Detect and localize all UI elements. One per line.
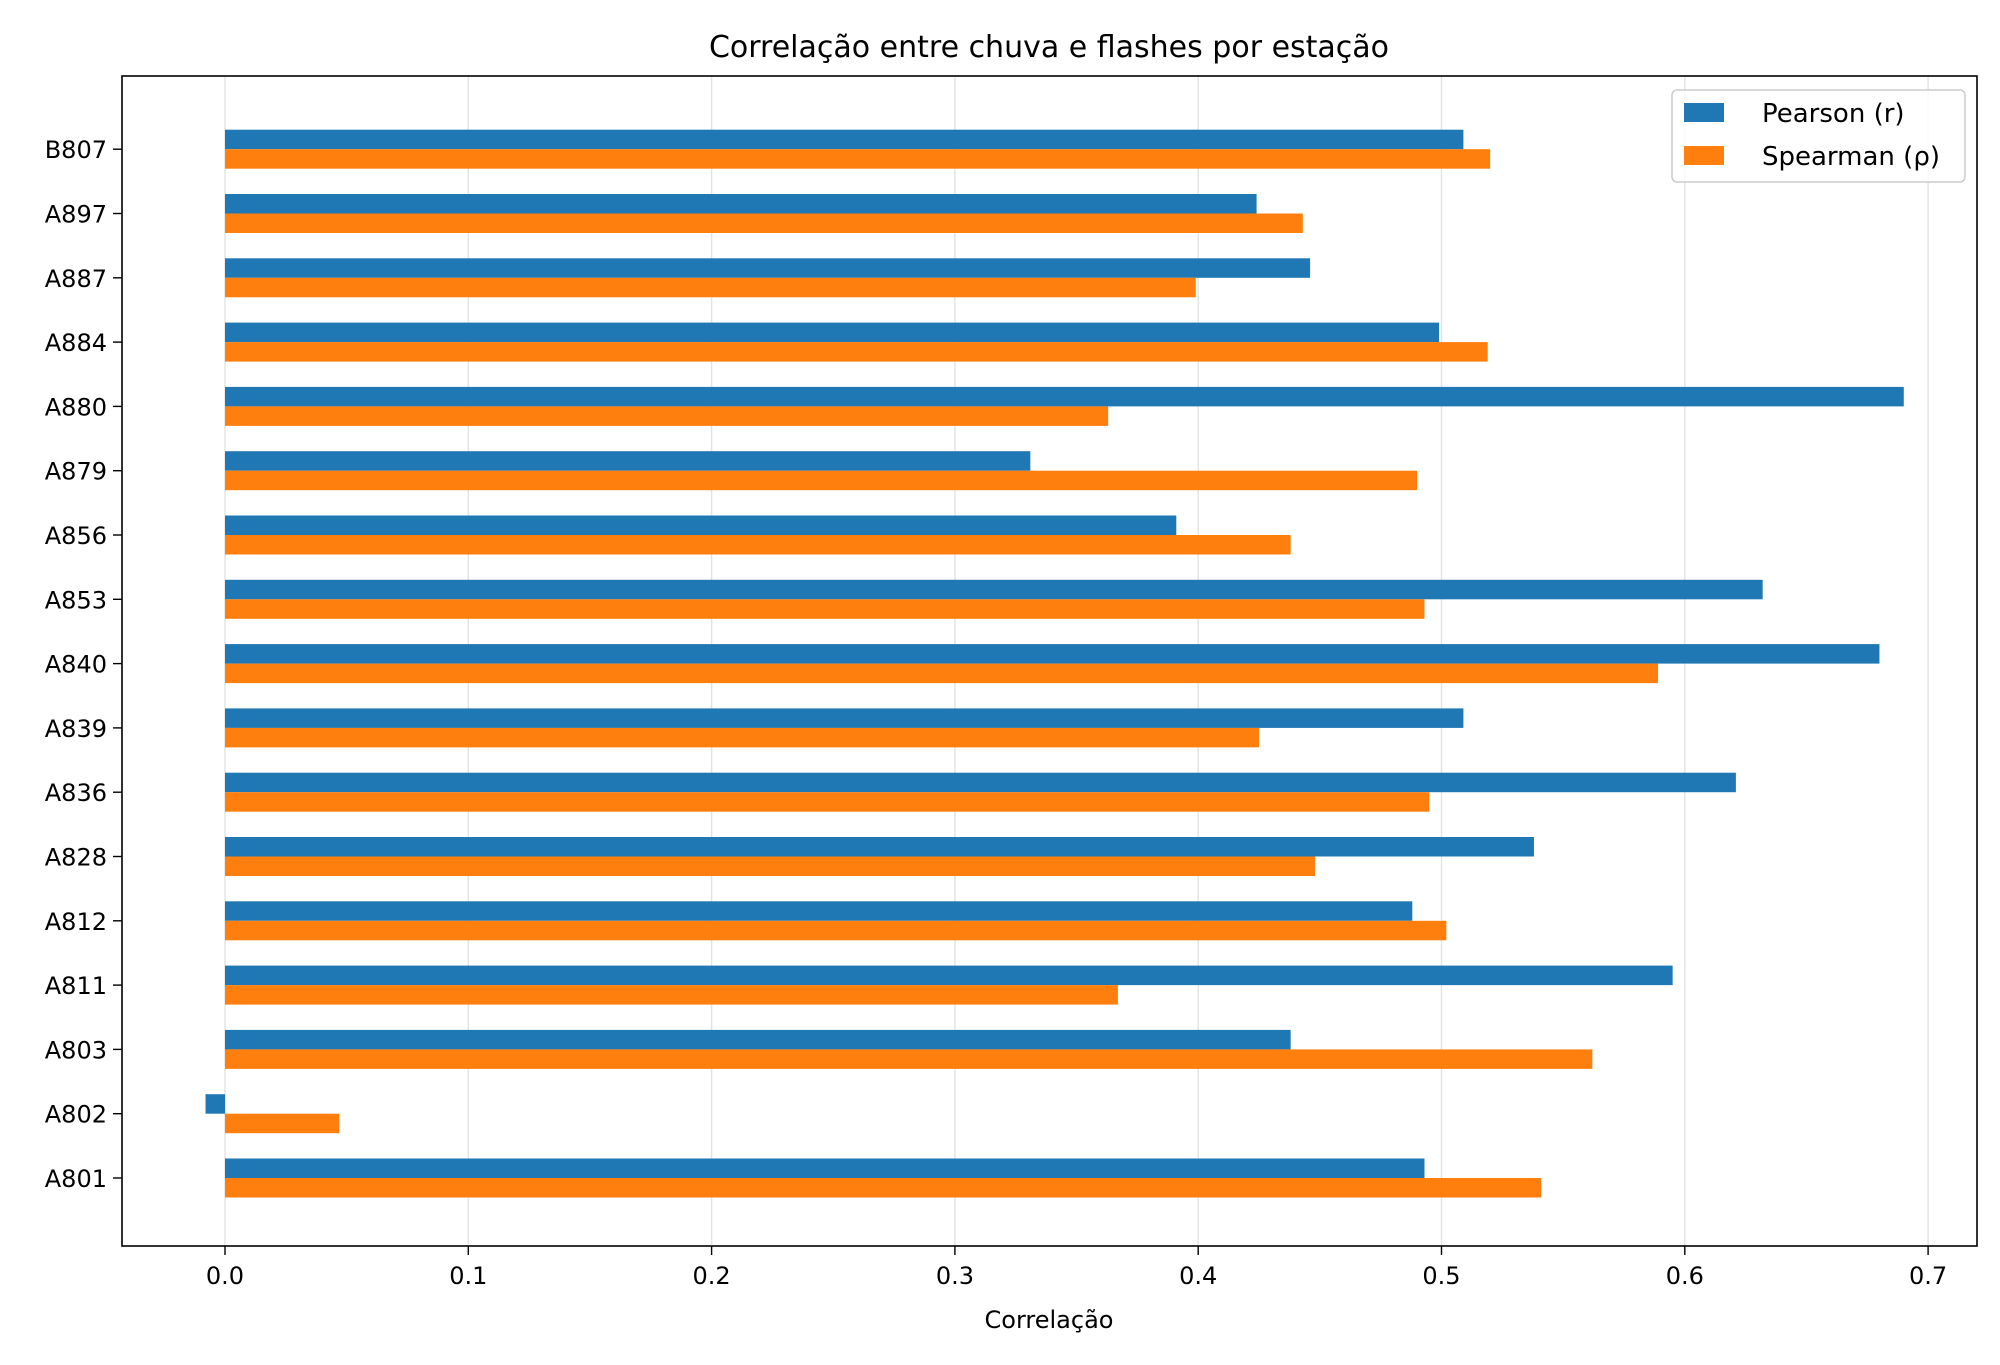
bar-spearman-b807 — [225, 149, 1491, 169]
x-axis: 0.0 0.1 0.2 0.3 0.4 0.5 0.6 0.7 — [206, 1246, 1947, 1290]
x-tick-label: 0.6 — [1666, 1262, 1704, 1290]
bars — [205, 129, 1904, 1198]
bar-spearman-a812 — [225, 920, 1447, 941]
y-tick-label: A836 — [45, 779, 107, 807]
bar-pearson-a828 — [225, 837, 1534, 857]
bar-spearman-a887 — [225, 277, 1196, 298]
bar-pearson-a887 — [225, 258, 1311, 278]
y-tick-label: A856 — [45, 522, 107, 550]
bar-spearman-a840 — [225, 663, 1659, 684]
legend-label-spearman: Spearman (ρ) — [1762, 142, 1940, 172]
bar-spearman-a828 — [225, 856, 1315, 876]
bar-pearson-a840 — [225, 644, 1880, 664]
x-axis-label: Correlação — [985, 1306, 1114, 1334]
x-tick-label: 0.0 — [206, 1262, 244, 1290]
y-tick-label: A802 — [45, 1101, 107, 1129]
bar-pearson-b807 — [225, 129, 1464, 150]
legend-label-pearson: Pearson (r) — [1762, 99, 1905, 129]
bar-pearson-a803 — [225, 1029, 1291, 1050]
legend-swatch-spearman — [1684, 146, 1724, 165]
legend-box — [1671, 89, 1966, 183]
y-axis: A801 A802 A803 A811 A812 A828 A836 A839 A840 A853… — [45, 136, 122, 1193]
y-tick-label: A840 — [45, 651, 107, 679]
y-tick-label: A879 — [45, 458, 107, 486]
bar-spearman-a836 — [225, 792, 1430, 812]
legend-swatch-pearson — [1684, 103, 1724, 122]
bar-spearman-a884 — [225, 342, 1488, 362]
y-tick-label: A801 — [45, 1165, 107, 1193]
y-tick-label: A839 — [45, 715, 107, 743]
bar-pearson-a801 — [225, 1158, 1425, 1178]
bar-spearman-a802 — [225, 1113, 340, 1134]
y-tick-label: A880 — [45, 393, 107, 421]
legend: Pearson (r) Spearman (ρ) — [1671, 89, 1966, 183]
y-tick-label: B807 — [45, 136, 107, 164]
bar-spearman-a897 — [225, 213, 1303, 233]
bar-spearman-a856 — [225, 535, 1291, 555]
bar-pearson-a853 — [225, 579, 1763, 600]
y-tick-label: A828 — [45, 844, 107, 872]
x-tick-label: 0.4 — [1179, 1262, 1217, 1290]
x-tick-label: 0.1 — [449, 1262, 487, 1290]
bar-spearman-a853 — [225, 599, 1425, 619]
plot-frame — [121, 75, 1978, 1247]
bar-pearson-a802 — [205, 1094, 225, 1114]
bar-pearson-a897 — [225, 194, 1257, 214]
x-tick-label: 0.5 — [1422, 1262, 1460, 1290]
y-tick-label: A884 — [45, 329, 107, 357]
y-tick-label: A812 — [45, 908, 107, 936]
bar-pearson-a884 — [225, 322, 1440, 343]
y-tick-label: A887 — [45, 265, 107, 293]
y-tick-label: A803 — [45, 1036, 107, 1064]
bar-pearson-a879 — [225, 451, 1031, 471]
y-tick-label: A853 — [45, 586, 107, 614]
bar-spearman-a801 — [225, 1178, 1542, 1198]
x-tick-label: 0.3 — [936, 1262, 974, 1290]
bar-spearman-a880 — [225, 406, 1109, 426]
bar-spearman-a803 — [225, 1049, 1593, 1069]
x-tick-label: 0.7 — [1909, 1262, 1947, 1290]
y-tick-label: A811 — [45, 972, 107, 1000]
bar-spearman-a879 — [225, 470, 1418, 491]
y-tick-label: A897 — [45, 201, 107, 229]
bar-pearson-a856 — [225, 515, 1177, 535]
x-tick-label: 0.2 — [693, 1262, 731, 1290]
bar-spearman-a811 — [225, 985, 1118, 1005]
bar-spearman-a839 — [225, 727, 1260, 748]
bar-pearson-a811 — [225, 965, 1673, 986]
chart-title: Correlação entre chuva e flashes por est… — [709, 30, 1389, 65]
bar-pearson-a812 — [225, 901, 1413, 921]
bar-pearson-a839 — [225, 708, 1464, 728]
bar-pearson-a836 — [225, 772, 1736, 793]
bar-pearson-a880 — [225, 386, 1904, 407]
